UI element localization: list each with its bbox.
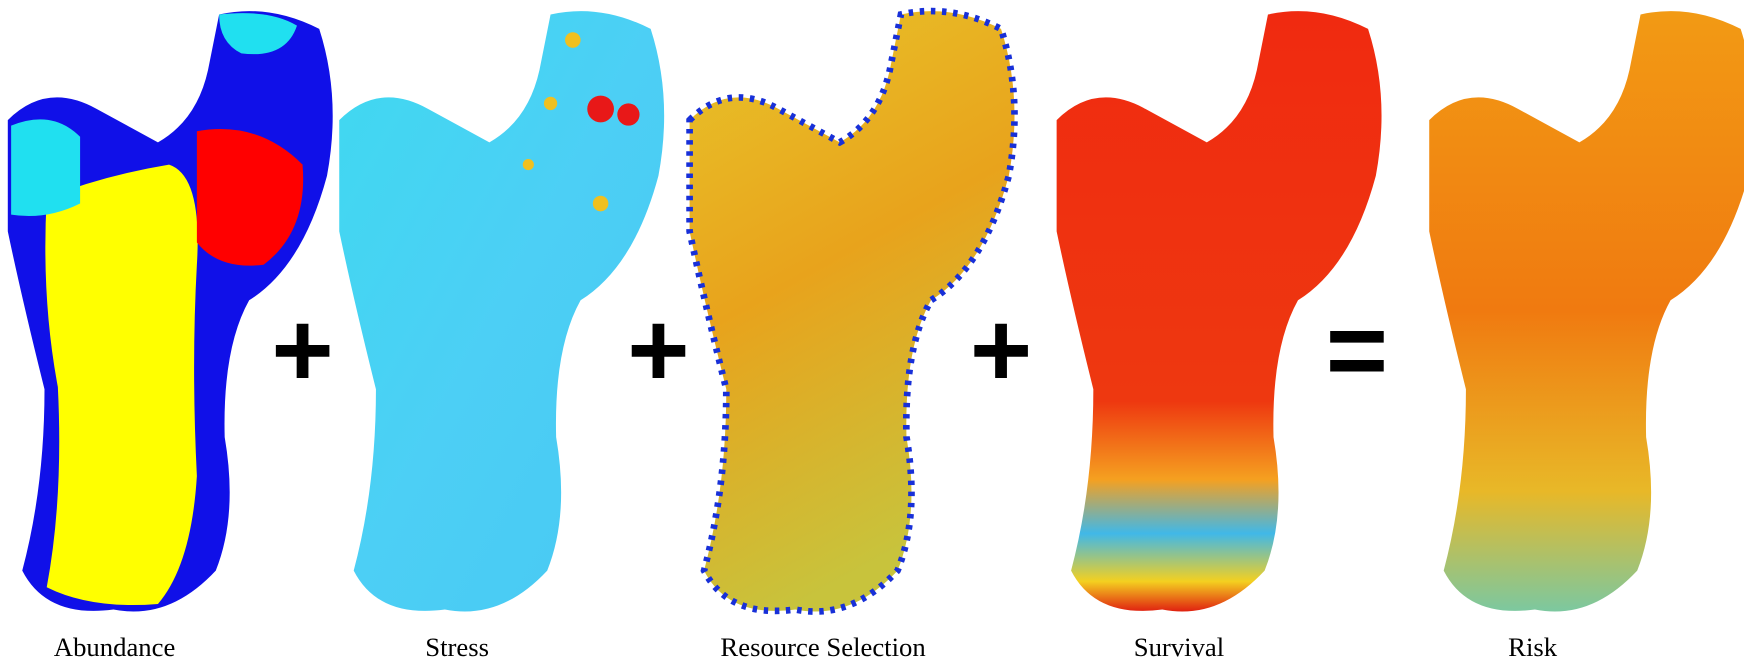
figure: Abundance Stress Resource Selection Surviva… — [0, 0, 1744, 664]
operator: + — [271, 289, 333, 409]
panel-label: Resource Selection — [720, 632, 925, 662]
panel-label: Survival — [1134, 632, 1224, 662]
risk-map — [1429, 11, 1744, 611]
panel-label: Risk — [1508, 632, 1558, 662]
operator: + — [970, 289, 1032, 409]
stress-map — [339, 11, 664, 611]
operator: + — [627, 289, 689, 409]
page: Abundance Stress Resource Selection Surviva… — [0, 0, 1744, 664]
operator: = — [1326, 289, 1388, 409]
panel-label: Stress — [425, 632, 489, 662]
resource-selection-map — [690, 11, 1015, 611]
panel-label: Abundance — [54, 632, 176, 662]
